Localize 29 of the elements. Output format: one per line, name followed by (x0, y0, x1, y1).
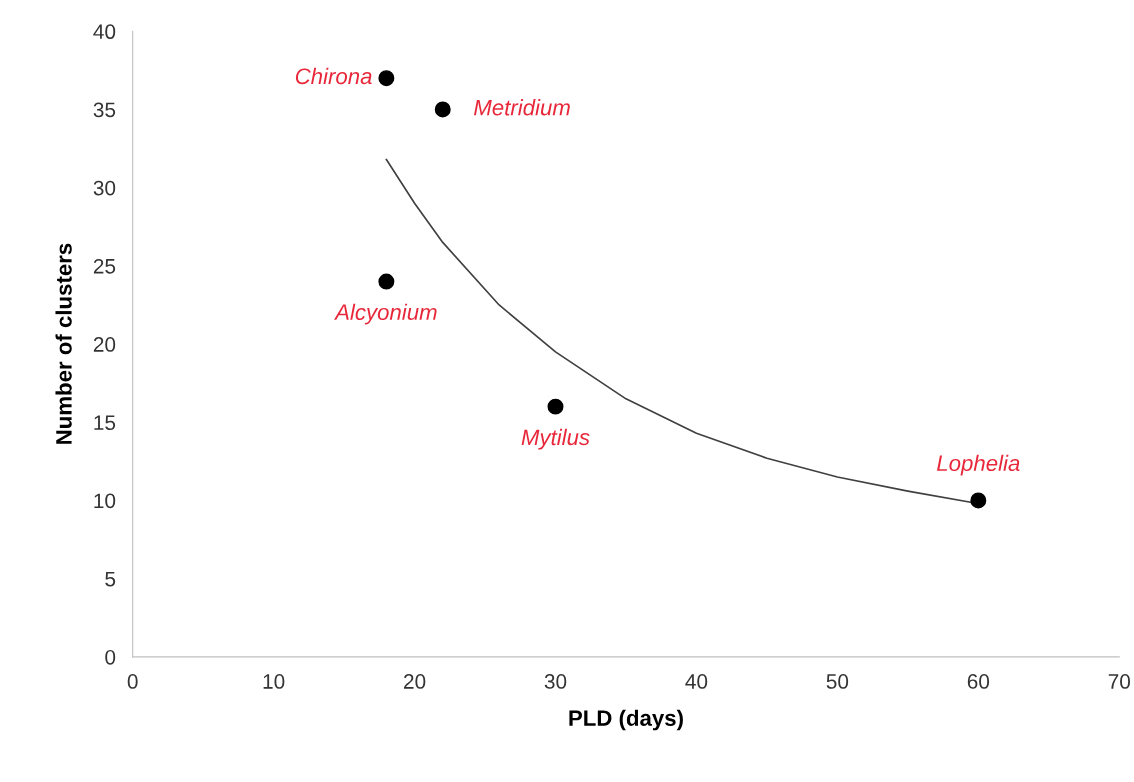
x-tick-label: 40 (685, 674, 708, 689)
point (378, 273, 395, 290)
y-tick-label: 25 (93, 258, 116, 274)
x-tick-label: 50 (826, 674, 849, 689)
y-axis-title: Number of clusters (55, 243, 72, 444)
x-tick-label: 0 (127, 674, 138, 689)
x-tick-label: 30 (544, 674, 567, 689)
y-tick-label: 5 (105, 571, 116, 587)
point (378, 70, 395, 87)
x-axis-title: PLD (days) (569, 709, 683, 731)
annotation: Mytilus (521, 428, 590, 450)
point (547, 398, 564, 415)
annotation: Lophelia (936, 454, 1020, 476)
y-tick-label: 20 (93, 337, 116, 352)
y-tick-label: 15 (94, 415, 116, 431)
y-tick-label: 30 (93, 180, 116, 196)
x-tick-label: 70 (1108, 674, 1131, 689)
x-tick-label: 60 (967, 674, 990, 689)
x-tick-label: 10 (263, 674, 285, 689)
annotation: Alcyonium (334, 303, 437, 325)
y-tick-label: 35 (93, 102, 116, 118)
annotation: Metridium (473, 99, 570, 116)
point (970, 492, 987, 509)
point (434, 101, 451, 118)
y-tick-label: 10 (94, 493, 116, 509)
annotation: Chirona (295, 67, 372, 85)
x-tick-label: 20 (404, 674, 426, 689)
y-tick-label: 0 (105, 649, 116, 665)
y-tick-label: 40 (93, 24, 116, 40)
